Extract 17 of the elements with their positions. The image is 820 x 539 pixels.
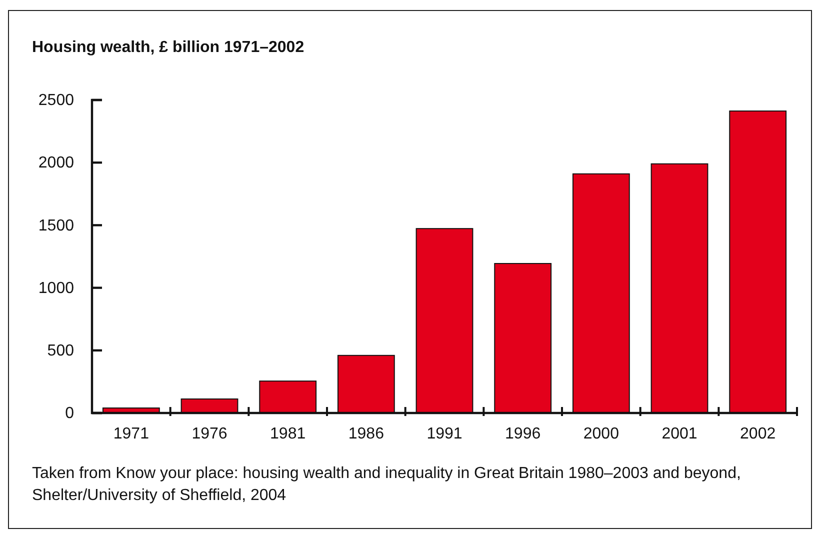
y-tick-label: 1500 <box>38 217 74 234</box>
y-tick-label: 1000 <box>38 280 74 297</box>
x-tick-label: 1996 <box>505 425 541 442</box>
x-tick-label: 1981 <box>270 425 306 442</box>
x-tick-label: 2002 <box>740 425 776 442</box>
x-tick-label: 1971 <box>113 425 150 442</box>
y-tick-label: 0 <box>65 405 74 422</box>
text: Taken from Know your place: housing wealth and inequality in Great Britain 1980–2003 and beyond, Shelter/University of Sheffield, 2004 <box>32 465 741 504</box>
y-tick-label: 500 <box>47 342 74 360</box>
x-tick-label: 2000 <box>583 425 620 442</box>
y-tick-label: 2000 <box>38 154 74 172</box>
x-tick-label: 1991 <box>426 425 462 442</box>
x-tick-label: 1986 <box>348 425 384 442</box>
x-tick-label: 1976 <box>192 425 228 442</box>
chart-title: Housing wealth, £ billion 1971–2002 <box>32 39 304 56</box>
x-tick-label: 2001 <box>662 425 698 442</box>
y-tick-label: 2500 <box>38 92 74 110</box>
